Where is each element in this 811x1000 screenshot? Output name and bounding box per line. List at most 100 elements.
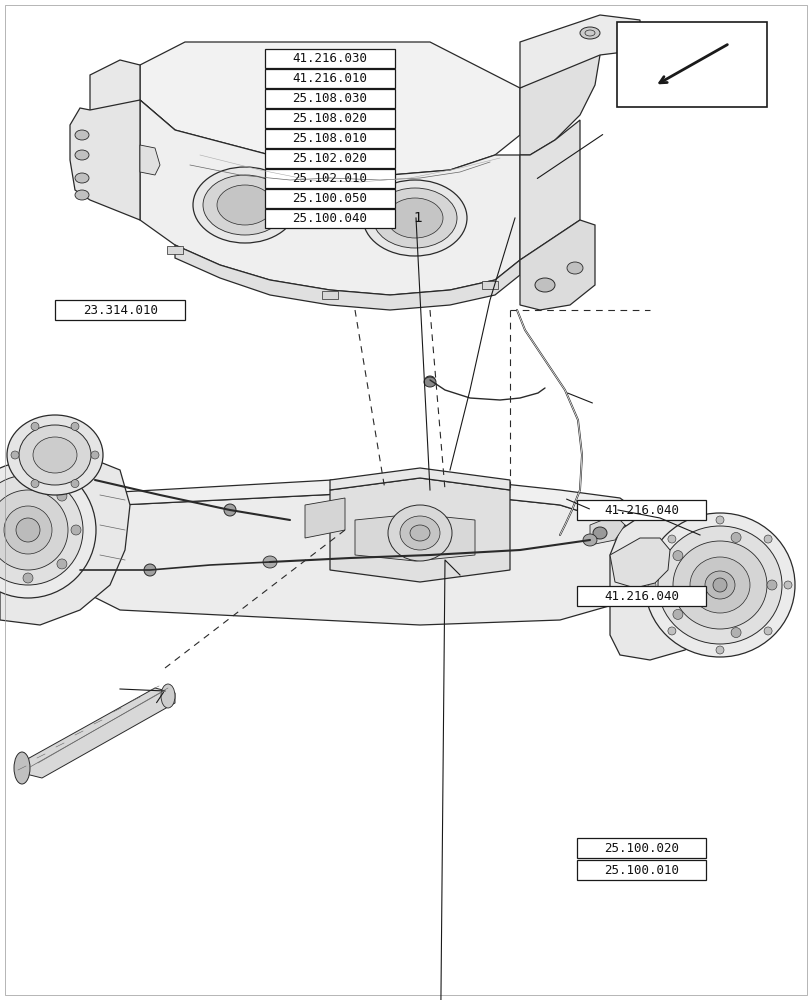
Ellipse shape [388,505,452,561]
Ellipse shape [71,480,79,488]
Ellipse shape [217,185,272,225]
Ellipse shape [363,180,466,256]
Bar [264,128,394,147]
Bar [264,188,394,208]
Bar [264,89,394,107]
Bar [264,168,394,188]
Text: 25.100.020: 25.100.020 [603,842,678,854]
Ellipse shape [689,557,749,613]
Ellipse shape [57,559,67,569]
Text: 25.102.020: 25.102.020 [292,151,367,164]
Polygon shape [139,145,160,175]
Ellipse shape [704,571,734,599]
Ellipse shape [0,490,68,570]
Polygon shape [70,100,139,220]
Polygon shape [22,688,175,778]
Ellipse shape [372,188,457,248]
Bar [576,586,706,606]
Polygon shape [139,42,519,175]
Ellipse shape [534,278,554,292]
Ellipse shape [144,564,156,576]
Bar [576,500,706,520]
Polygon shape [329,478,509,582]
Ellipse shape [16,518,40,542]
Ellipse shape [582,534,596,546]
Polygon shape [139,100,519,295]
Ellipse shape [71,525,81,535]
Ellipse shape [766,580,776,590]
Ellipse shape [715,516,723,524]
Ellipse shape [554,534,564,542]
Ellipse shape [31,480,39,488]
Ellipse shape [14,752,30,784]
Text: 41.216.030: 41.216.030 [292,51,367,64]
Ellipse shape [672,609,682,619]
Ellipse shape [657,526,781,644]
Polygon shape [329,468,509,490]
Ellipse shape [263,556,277,568]
Polygon shape [80,475,649,530]
Bar [264,108,394,127]
Ellipse shape [783,581,791,589]
Ellipse shape [715,646,723,654]
Ellipse shape [193,167,297,243]
Bar [55,300,185,320]
Ellipse shape [672,541,766,629]
Ellipse shape [667,627,675,635]
Text: 25.100.050: 25.100.050 [292,192,367,205]
Text: 25.102.010: 25.102.010 [292,172,367,184]
Ellipse shape [71,422,79,430]
Ellipse shape [712,578,726,592]
Ellipse shape [424,376,435,384]
Polygon shape [175,245,519,310]
Polygon shape [72,490,649,625]
Text: 25.100.040: 25.100.040 [292,212,367,225]
Ellipse shape [579,27,599,39]
Bar [264,68,394,88]
Ellipse shape [75,173,89,183]
Polygon shape [519,120,579,260]
Ellipse shape [19,425,91,485]
Text: 41.216.010: 41.216.010 [292,72,367,85]
Ellipse shape [644,513,794,657]
Ellipse shape [203,175,286,235]
Ellipse shape [224,504,236,516]
Ellipse shape [730,628,740,638]
Ellipse shape [667,535,675,543]
Text: 23.314.010: 23.314.010 [83,304,157,316]
Ellipse shape [730,532,740,542]
Ellipse shape [566,262,582,274]
Ellipse shape [7,415,103,495]
Polygon shape [609,538,669,588]
Ellipse shape [592,527,607,539]
Ellipse shape [647,581,655,589]
Text: 25.108.010: 25.108.010 [292,131,367,144]
Polygon shape [305,498,345,538]
Ellipse shape [672,551,682,561]
Bar [616,22,766,107]
Bar [167,246,182,254]
Ellipse shape [763,535,771,543]
Ellipse shape [75,130,89,140]
Bar [576,838,706,858]
Ellipse shape [0,475,83,585]
Ellipse shape [11,451,19,459]
Text: 25.108.020: 25.108.020 [292,111,367,124]
Text: 1: 1 [414,211,422,225]
Polygon shape [609,510,729,660]
Text: 25.100.010: 25.100.010 [603,863,678,876]
Polygon shape [519,220,594,310]
Ellipse shape [4,506,52,554]
Ellipse shape [57,491,67,501]
Text: 25.108.030: 25.108.030 [292,92,367,104]
Bar [482,281,497,289]
Ellipse shape [161,684,175,708]
Ellipse shape [387,198,443,238]
Ellipse shape [23,477,33,487]
Ellipse shape [410,525,430,541]
Ellipse shape [763,627,771,635]
Ellipse shape [423,377,436,387]
Polygon shape [354,514,474,561]
Ellipse shape [75,150,89,160]
Polygon shape [0,460,130,625]
